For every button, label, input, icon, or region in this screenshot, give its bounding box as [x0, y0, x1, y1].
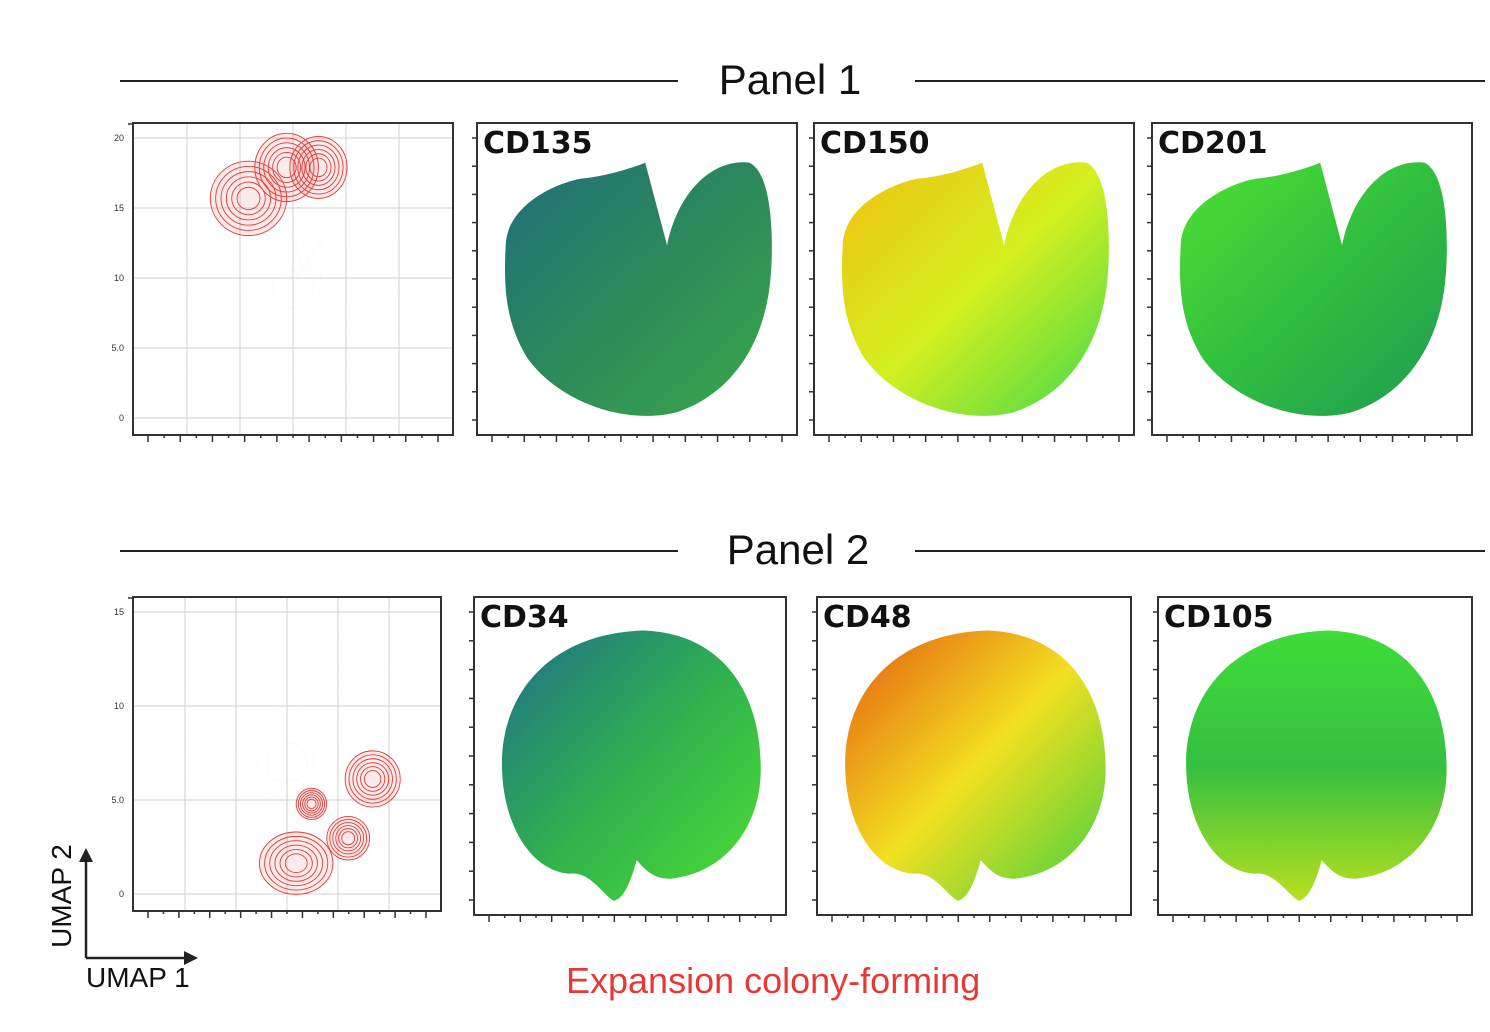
legend-label: Expansion colony-forming	[566, 960, 981, 1001]
colony-forming-cluster	[209, 160, 288, 237]
expression-cloud	[504, 162, 772, 416]
panel2-marker-svg-2	[812, 611, 1117, 922]
colony-forming-cluster	[356, 762, 390, 796]
colony-forming-cluster	[335, 825, 362, 852]
panel1-contour-plot: 20 15 10 5.0 0	[111, 122, 454, 442]
y-tick-label: 5.0	[111, 795, 124, 805]
expression-cloud	[501, 630, 761, 901]
colony-forming-cluster	[300, 792, 323, 816]
panel1-contour-svg: 20 15 10 5.0 0	[111, 123, 452, 442]
density-contour	[257, 253, 333, 325]
colony-forming-cluster	[309, 157, 328, 178]
panel1-marker-plot-1: CD135	[472, 122, 798, 442]
colony-forming-cluster	[304, 796, 319, 812]
panel2-contour-svg: 15 10 5.0 0	[111, 597, 440, 918]
y-tick-label: 10	[114, 273, 124, 283]
panel2-contour-plot: 15 10 5.0 0	[111, 596, 442, 918]
expression-cloud	[1186, 630, 1447, 901]
density-contour	[218, 692, 357, 838]
colony-forming-cluster	[267, 147, 306, 188]
panel1-rule-right	[915, 80, 1485, 82]
panel2-rule-left	[120, 550, 678, 552]
density-contour	[253, 726, 326, 802]
colony-forming-cluster	[301, 148, 336, 186]
marker-label: CD135	[483, 126, 593, 161]
y-tick-label: 10	[114, 701, 124, 711]
density-contour	[228, 698, 351, 826]
colony-forming-cluster	[289, 135, 348, 199]
colony-forming-cluster	[269, 840, 324, 887]
colony-forming-cluster	[329, 819, 368, 858]
expression-cloud	[841, 162, 1109, 416]
density-contour	[257, 732, 313, 791]
colony-forming-cluster	[225, 176, 272, 221]
marker-label: CD150	[820, 126, 930, 161]
colony-forming-cluster	[297, 790, 326, 818]
y-tick-label: 5.0	[111, 343, 124, 353]
y-tick-label: 0	[119, 413, 124, 423]
panel2-marker-plot-1: CD34	[469, 596, 787, 922]
colony-forming-cluster	[363, 770, 382, 788]
density-contour	[159, 630, 414, 897]
density-contour	[221, 221, 366, 359]
colony-forming-cluster	[215, 165, 282, 231]
colony-forming-cluster	[360, 766, 386, 792]
colony-forming-cluster	[236, 186, 261, 211]
marker-label: CD48	[823, 600, 912, 635]
colony-forming-cluster	[258, 137, 315, 198]
panel1-marker-svg-3	[1147, 137, 1458, 442]
panel2-marker-svg-1	[469, 611, 772, 922]
colony-forming-cluster	[305, 153, 332, 182]
marker-label: CD201	[1158, 126, 1268, 161]
colony-forming-cluster	[274, 844, 318, 882]
colony-forming-cluster	[272, 151, 302, 183]
colony-forming-cluster	[344, 750, 401, 808]
panel2-marker-plot-2: CD48	[812, 596, 1132, 922]
colony-forming-cluster	[306, 798, 317, 810]
panel1-marker-svg-2	[809, 137, 1120, 442]
y-tick-label: 15	[114, 607, 124, 617]
y-tick-label: 0	[119, 889, 124, 899]
colony-forming-cluster	[341, 831, 356, 846]
panel2-title: Panel 2	[726, 526, 870, 573]
colony-forming-cluster	[231, 181, 266, 216]
density-contour	[236, 237, 347, 342]
panel1-title: Panel 1	[718, 56, 862, 103]
y-tick-label: 20	[114, 133, 124, 143]
colony-forming-cluster	[352, 758, 393, 800]
y-tick-label: 15	[114, 203, 124, 213]
colony-forming-cluster	[276, 156, 297, 179]
density-contour	[232, 226, 360, 348]
panel1-rule-left	[120, 80, 678, 82]
panel2-marker-plot-3: CD105	[1153, 596, 1473, 922]
y-axis-label: UMAP 2	[46, 844, 77, 948]
colony-forming-cluster	[264, 835, 329, 891]
umap-axis-arrows	[79, 848, 198, 965]
panel2-marker-svg-3	[1153, 611, 1458, 922]
marker-label: CD105	[1164, 600, 1274, 635]
x-axis-label: UMAP 1	[86, 962, 190, 993]
density-contour	[185, 189, 400, 393]
colony-forming-cluster	[348, 754, 397, 804]
colony-forming-cluster	[302, 794, 321, 814]
colony-forming-cluster	[293, 140, 344, 195]
colony-forming-cluster	[220, 171, 277, 226]
expression-cloud	[1179, 162, 1447, 416]
expression-cloud	[845, 630, 1106, 901]
density-contour	[262, 258, 321, 314]
panel1-marker-svg-1	[472, 137, 783, 442]
marker-label: CD34	[480, 600, 569, 635]
density-contour	[247, 242, 340, 331]
colony-forming-cluster	[338, 828, 359, 849]
colony-forming-cluster	[284, 853, 308, 874]
density-contour	[170, 173, 420, 410]
colony-forming-cluster	[332, 822, 365, 855]
colony-forming-cluster	[259, 831, 334, 895]
colony-forming-cluster	[279, 849, 313, 878]
panel2-rule-right	[915, 550, 1485, 552]
colony-forming-cluster	[297, 144, 340, 191]
panel1-marker-plot-3: CD201	[1147, 122, 1473, 442]
panel1-marker-plot-2: CD150	[809, 122, 1135, 442]
